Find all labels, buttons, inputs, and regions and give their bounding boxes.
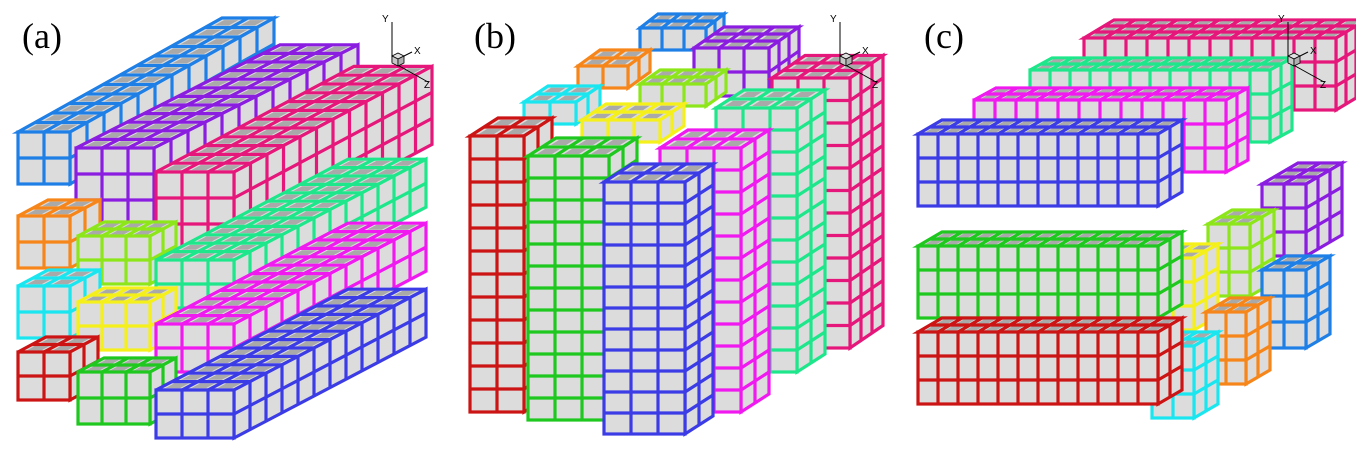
axis-label-z-c: Z [1320,80,1326,91]
block-red-slab [912,315,1188,407]
block-lime-cube [634,66,732,110]
panel-c: (c) Y X Z [912,14,1356,421]
axis-label-x-a: X [414,46,421,57]
axis-triad-c: Y X Z [1278,14,1326,91]
axis-label-y-c: Y [1278,14,1285,25]
block-yellow-cube [576,101,690,145]
axis-label-x-c: X [1310,46,1317,57]
block-orange-cube [573,46,655,92]
block-blue-column-front [598,161,719,437]
axis-label-z-a: Z [424,80,430,91]
panel-label-c: (c) [924,16,964,56]
panel-b: (b) Y X Z [464,10,889,437]
block-blue-cube-back [1256,253,1336,351]
panel-a: (a) Y X Z [11,14,434,441]
block-blue-slab [912,117,1188,209]
block-blue-long-front [154,286,428,441]
axis-label-z-b: Z [872,80,878,91]
axis-label-x-b: X [862,46,869,57]
panel-label-b: (b) [474,16,516,56]
axis-triad-b: Y X Z [830,14,878,91]
axis-label-y-a: Y [382,14,389,25]
block-green-slab [912,229,1188,321]
block-purple-cube [1256,160,1348,259]
panel-label-a: (a) [22,16,62,56]
axis-label-y-b: Y [830,14,837,25]
axis-triad-a: Y X Z [382,14,430,91]
